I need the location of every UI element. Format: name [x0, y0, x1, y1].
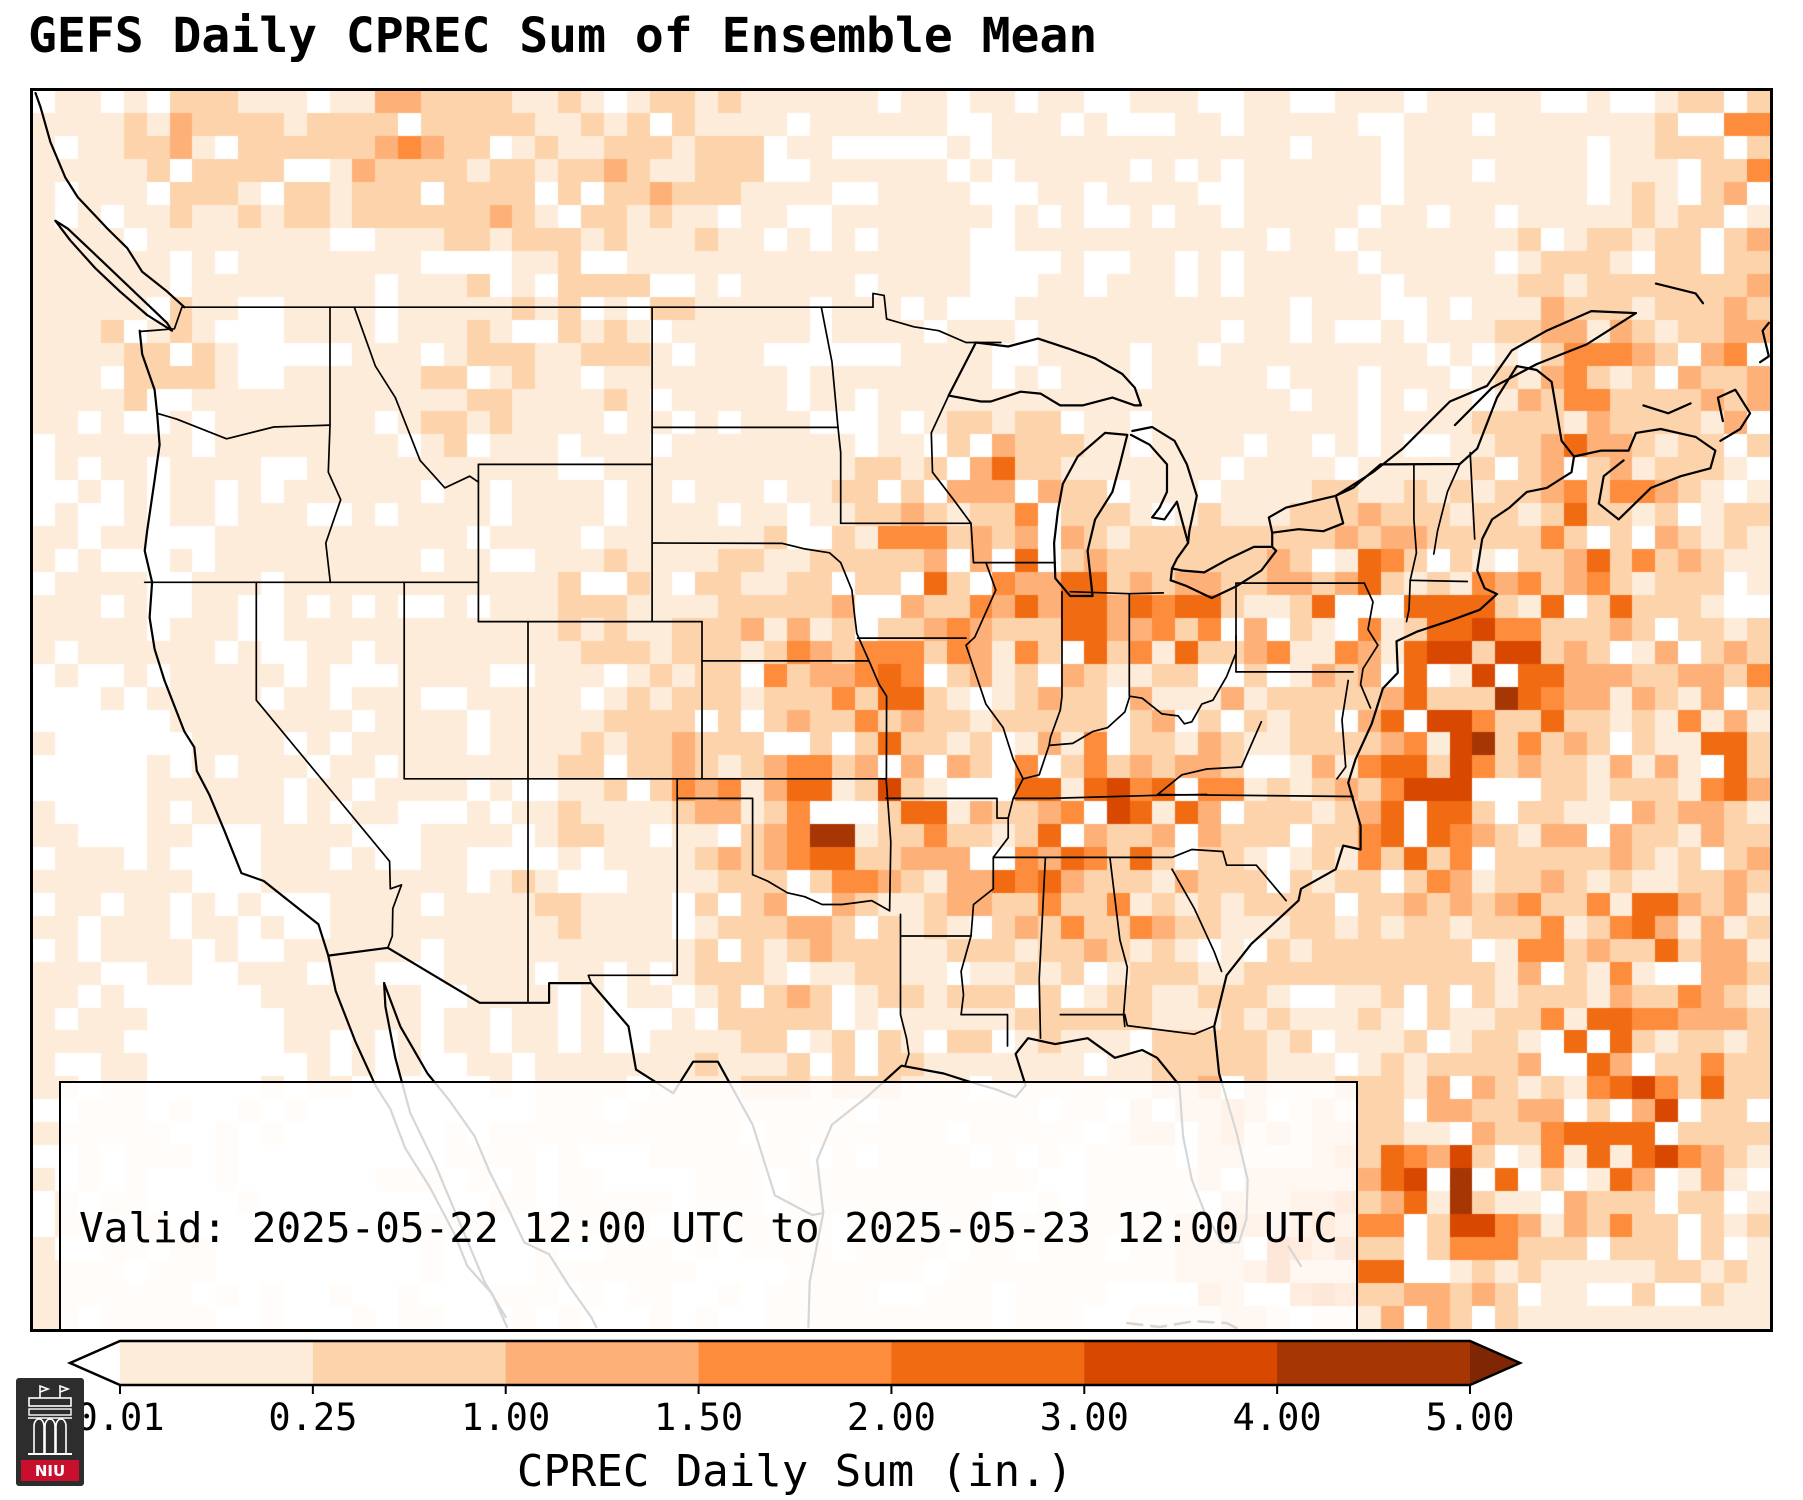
niu-logo: NIU [16, 1378, 84, 1486]
colorbar-tick: 1.50 [654, 1396, 744, 1439]
plot-title: GEFS Daily CPREC Sum of Ensemble Mean [28, 8, 1098, 64]
colorbar-axis-label: CPREC Daily Sum (in.) [516, 1446, 1074, 1497]
state-borders [34, 91, 1770, 1329]
colorbar-tick: 0.25 [268, 1396, 358, 1439]
colorbar-tick: 1.00 [461, 1396, 551, 1439]
valid-text: Valid: 2025-05-22 12:00 UTC to 2025-05-2… [79, 1204, 1338, 1252]
colorbar-area: 0.01 0.25 1.00 1.50 2.00 3.00 4.00 5.00 … [0, 1336, 1803, 1500]
colorbar-tick: 2.00 [846, 1396, 936, 1439]
colorbar-tick: 4.00 [1232, 1396, 1322, 1439]
niu-banner [21, 1460, 79, 1481]
map-panel: Valid: 2025-05-22 12:00 UTC to 2025-05-2… [30, 88, 1773, 1332]
colorbar [66, 1339, 1524, 1394]
colorbar-tick: 5.00 [1425, 1396, 1515, 1439]
niu-castle-icon: NIU [16, 1378, 84, 1486]
colorbar-tick: 3.00 [1039, 1396, 1129, 1439]
colorbar-tick: 0.01 [75, 1396, 165, 1439]
niu-logo-text: NIU [35, 1462, 65, 1480]
valid-run-box: Valid: 2025-05-22 12:00 UTC to 2025-05-2… [59, 1081, 1358, 1329]
